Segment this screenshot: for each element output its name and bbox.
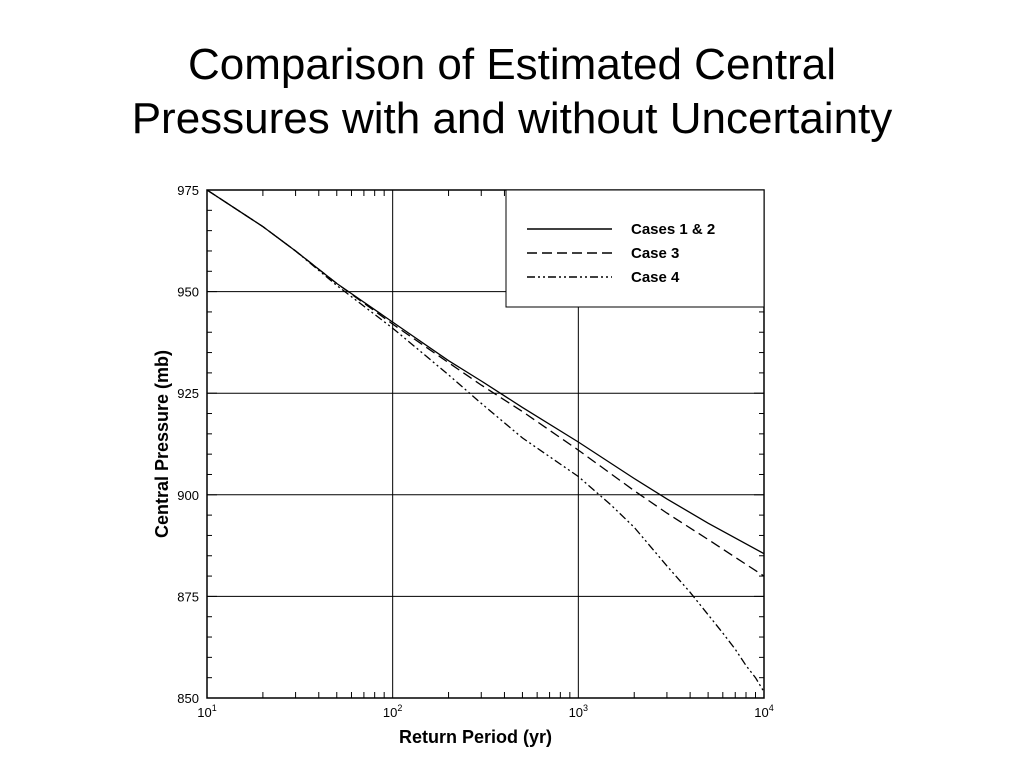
legend-label-3: Case 4 xyxy=(631,269,680,286)
legend-label-1: Cases 1 & 2 xyxy=(631,221,715,238)
slide-title-line-1: Comparison of Estimated Central xyxy=(187,40,837,89)
slide-title: Comparison of Estimated Central Pressure… xyxy=(0,38,1024,146)
series-lines xyxy=(206,189,765,693)
x-axis-title: Return Period (yr) xyxy=(399,727,552,747)
x-tick-label: 104 xyxy=(754,703,773,720)
legend-box xyxy=(505,189,765,308)
y-tick-label: 925 xyxy=(177,386,199,401)
legend: Cases 1 & 2 Case 3 Case 4 xyxy=(505,189,765,308)
plot-frame xyxy=(206,189,765,699)
y-tick-label: 875 xyxy=(177,589,199,604)
tick-labels: 850 875 900 925 950 975 101 102 103 104 xyxy=(177,183,773,720)
y-tick-label: 950 xyxy=(177,285,199,300)
legend-label-2: Case 3 xyxy=(631,245,679,262)
x-tick-label: 101 xyxy=(197,703,216,720)
y-tick-label: 850 xyxy=(177,691,199,706)
slide-title-line-2: Pressures with and without Uncertainty xyxy=(131,94,893,143)
x-tick-label: 102 xyxy=(383,703,402,720)
y-axis-title: Central Pressure (mb) xyxy=(152,350,172,538)
y-tick-label: 975 xyxy=(177,183,199,198)
x-tick-label: 103 xyxy=(569,703,588,720)
y-tick-label: 900 xyxy=(177,488,199,503)
